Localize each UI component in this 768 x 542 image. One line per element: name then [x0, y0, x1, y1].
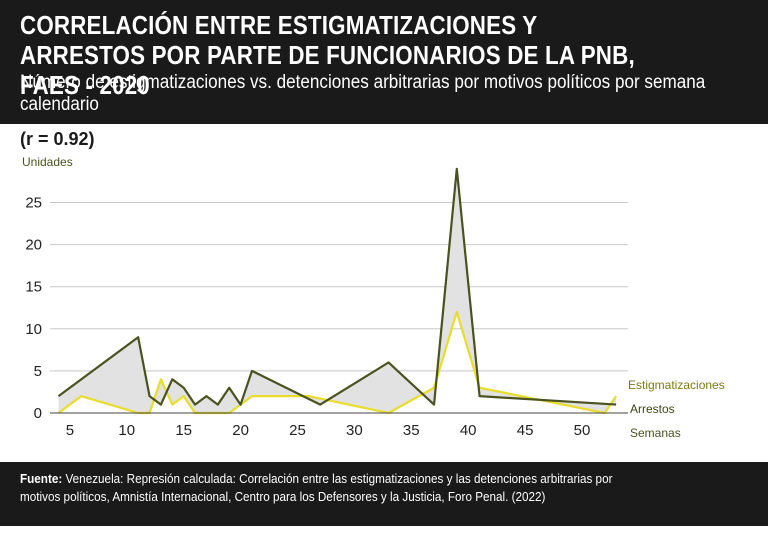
y-tick-label: 0	[34, 405, 42, 422]
x-tick-label: 15	[175, 422, 192, 439]
fill-layer	[58, 168, 617, 413]
x-tick-label: 20	[232, 422, 249, 439]
y-tick-label: 5	[34, 363, 42, 380]
legend-estigmatizaciones: Estigmatizaciones	[628, 378, 725, 392]
x-tick-label: 45	[517, 422, 534, 439]
y-axis-label: Unidades	[22, 155, 73, 169]
footer-source: Fuente: Venezuela: Represión calculada: …	[20, 470, 650, 506]
x-tick-label: 40	[460, 422, 477, 439]
y-tick-label: 15	[25, 279, 42, 296]
chart-title: CORRELACIÓN ENTRE ESTIGMATIZACIONES Y AR…	[20, 10, 635, 100]
x-tick-label: 5	[66, 422, 74, 439]
x-tick-label: 10	[118, 422, 135, 439]
y-tick-label: 20	[25, 237, 42, 254]
header-banner: CORRELACIÓN ENTRE ESTIGMATIZACIONES Y AR…	[0, 0, 768, 124]
axis-layer: 0 5 10 15 20 25 5 10 15 20 25 30 35 40 45 50	[25, 195, 628, 439]
chart-area: 0 5 10 15 20 25 5 10 15 20 25 30 35 40 45 50 Unidades S…	[22, 155, 725, 440]
series-line-arrestos	[57, 167, 617, 406]
y-tick-label: 25	[25, 195, 42, 212]
x-axis-label: Semanas	[630, 426, 681, 440]
chart-subtitle: Número de estigmatizaciones vs. detencio…	[20, 72, 706, 115]
x-tick-label: 35	[403, 422, 420, 439]
x-tick-label: 25	[289, 422, 306, 439]
y-tick-label: 10	[25, 321, 42, 338]
x-tick-label: 30	[346, 422, 363, 439]
correlation-label: (r = 0.92)	[20, 129, 95, 149]
footer-source-text: Venezuela: Represión calculada: Correlac…	[20, 471, 613, 504]
area-between-series	[58, 168, 617, 413]
legend-arrestos: Arrestos	[630, 402, 675, 416]
x-tick-label: 50	[574, 422, 591, 439]
footer-source-label: Fuente:	[20, 471, 63, 486]
footer-banner: Fuente: Venezuela: Represión calculada: …	[0, 462, 768, 526]
grid-layer	[50, 202, 628, 372]
